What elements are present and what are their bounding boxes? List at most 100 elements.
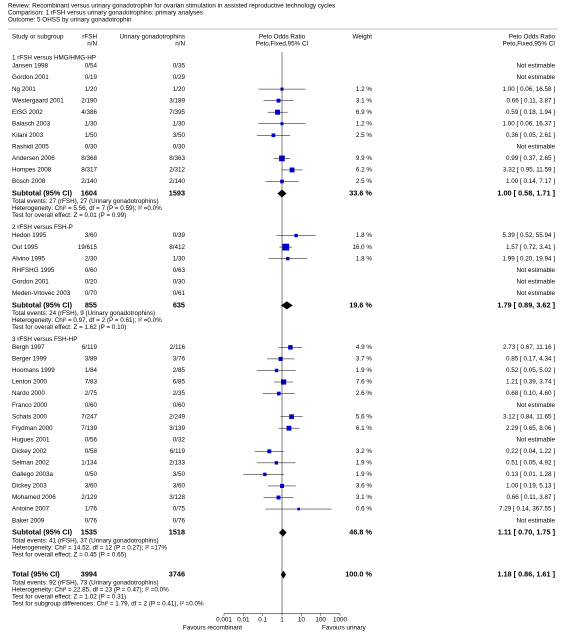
x-tick-label: 0.1 [258, 616, 267, 623]
outcome: Outcome: 5 OHSS by urinary gonadotrophin [8, 17, 132, 24]
cell-ci: 0.99 [ 0.37, 2.65 ] [506, 155, 555, 162]
study-square [274, 368, 279, 373]
note: Test for overall effect: Z = 0.45 (P = 0… [12, 551, 126, 558]
cell-urinary: 635 [173, 300, 185, 309]
study-square [289, 167, 295, 173]
note: Heterogeneity: Chi² = 0.97, df = 2 (P = … [12, 317, 162, 324]
study-square [276, 98, 281, 103]
col-study: Study or subgroup [12, 34, 64, 41]
note: Total events: 27 (rFSH), 27 (Urinary gon… [12, 198, 159, 205]
cell-weight: 6.1 % [356, 425, 373, 432]
cell-name: Schats 2000 [12, 413, 48, 420]
cell-ci: 1.00 [ 0.06, 16.58 ] [502, 86, 555, 93]
cell-weight: 2.5 % [356, 178, 373, 185]
cell-ci: 1.11 [ 0.70, 1.75 ] [498, 528, 556, 537]
study-square [297, 507, 300, 511]
cell-urinary: 0/61 [173, 290, 186, 297]
cell-name: Dickey 2003 [12, 483, 47, 490]
cell-weight: 2.6 % [356, 390, 373, 397]
cell-rfsh: 0/58 [85, 448, 98, 455]
cell-weight: 4.9 % [356, 344, 373, 351]
cell-urinary: 3746 [169, 570, 185, 579]
cell-ci: Not estimable [517, 267, 556, 274]
cell-rfsh: 2/140 [81, 178, 97, 185]
cell-name: RHFSHG 1995 [12, 267, 55, 274]
cell-urinary: 3/50 [173, 471, 186, 478]
cell-ci: 2.29 [ 0.65, 8.06 ] [506, 425, 555, 432]
cell-weight: 1.2 % [356, 120, 373, 127]
note: Total events: 24 (rFSH), 9 (Urinary gona… [12, 310, 155, 317]
cell-weight: 100.0 % [345, 570, 372, 579]
cell-rfsh: 2/129 [81, 494, 97, 501]
cell-rfsh: 0/56 [85, 436, 98, 443]
cell-name: Gallego 2003a [12, 471, 53, 478]
cell-name: Bosch 2008 [12, 178, 46, 185]
cell-name: Andersen 2006 [12, 155, 55, 162]
cell-urinary: 0/29 [173, 74, 186, 81]
cell-name: Subtotal (95% CI) [12, 300, 73, 309]
cell-weight: 33.6 % [349, 188, 372, 197]
cell-urinary: 2/312 [169, 167, 185, 174]
cell-ci: Not estimable [517, 436, 556, 443]
cell-urinary: 0/30 [173, 278, 186, 285]
cell-ci: 1.57 [ 0.72, 3.41 ] [506, 244, 555, 251]
col-ci: Peto Odds Ratio [509, 34, 556, 41]
cell-ci: 0.59 [ 0.18, 1.94 ] [506, 109, 555, 116]
col-rfsh-sub: n/N [87, 41, 97, 48]
cell-ci: 3.12 [ 0.84, 11.65 ] [503, 413, 555, 420]
cell-name: Out 1995 [12, 244, 38, 251]
cell-rfsh: 7/83 [85, 379, 98, 386]
cell-urinary: 8/412 [169, 244, 185, 251]
cell-name: Frydman 2000 [12, 425, 53, 432]
cell-rfsh: 1/50 [85, 132, 98, 139]
cell-weight: 46.8 % [349, 528, 372, 537]
cell-rfsh: 2/190 [81, 97, 97, 104]
cell-ci: 0.22 [ 0.04, 1.22 ] [506, 448, 555, 455]
cell-ci: 2.73 [ 0.67, 11.16 ] [503, 344, 555, 351]
col-plot: Peto Odds Ratio [259, 34, 306, 41]
study-square [263, 472, 267, 477]
cell-urinary: 0/60 [173, 402, 186, 409]
x-tick-label: 100 [315, 616, 326, 623]
cell-urinary: 3/128 [169, 494, 185, 501]
cell-ci: 0.68 [ 0.10, 4.60 ] [506, 390, 555, 397]
cell-name: EISG 2002 [12, 109, 43, 116]
review: Review: Recombinant versus urinary gonad… [8, 3, 335, 10]
cell-ci: 1.99 [ 0.20, 19.94 ] [502, 255, 555, 262]
comparison: Comparison: 1 rFSH versus urinary gonado… [8, 10, 203, 17]
cell-urinary: 2/140 [169, 178, 185, 185]
cell-name: Westergaard 2001 [12, 97, 64, 104]
cell-rfsh: 1/134 [81, 460, 97, 467]
cell-weight: 1.9 % [356, 460, 373, 467]
cell-ci: Not estimable [517, 63, 556, 70]
cell-name: Hoomans 1999 [12, 367, 55, 374]
study-square [276, 495, 281, 500]
cell-urinary: 2/85 [173, 367, 186, 374]
x-tick-label: 1 [280, 616, 284, 623]
cell-name: Hedon 1995 [12, 232, 47, 239]
cell-name: Ng 2001 [12, 86, 36, 93]
cell-weight: 1.2 % [356, 86, 373, 93]
cell-ci: 1.79 [ 0.89, 3.62 ] [497, 300, 555, 309]
cell-urinary: 3/60 [173, 483, 186, 490]
cell-rfsh: 8/368 [81, 155, 97, 162]
cell-rfsh: 0/54 [85, 63, 98, 70]
cell-ci: 1.00 [ 0.14, 7.17 ] [506, 178, 555, 185]
cell-ci: 1.00 [ 0.58, 1.71 ] [497, 188, 555, 197]
col-weight: Weight [353, 34, 373, 41]
cell-weight: 0.6 % [356, 506, 373, 513]
cell-weight: 3.7 % [356, 356, 373, 363]
cell-name: Balasch 2003 [12, 120, 51, 127]
cell-rfsh: 3/89 [85, 356, 98, 363]
cell-weight: 19.6 % [349, 300, 372, 309]
cell-rfsh: 6/119 [82, 344, 98, 351]
cell-name: Lenton 2000 [12, 379, 48, 386]
note: Test for overall effect: Z = 0.01 (P = 0… [12, 212, 126, 219]
cell-rfsh: 7/139 [81, 425, 97, 432]
study-square [271, 133, 276, 138]
cell-rfsh: 1/20 [85, 86, 98, 93]
cell-urinary: 1/30 [173, 120, 186, 127]
cell-ci: 0.85 [ 0.17, 4.34 ] [506, 356, 555, 363]
cell-urinary: 3/189 [169, 97, 185, 104]
